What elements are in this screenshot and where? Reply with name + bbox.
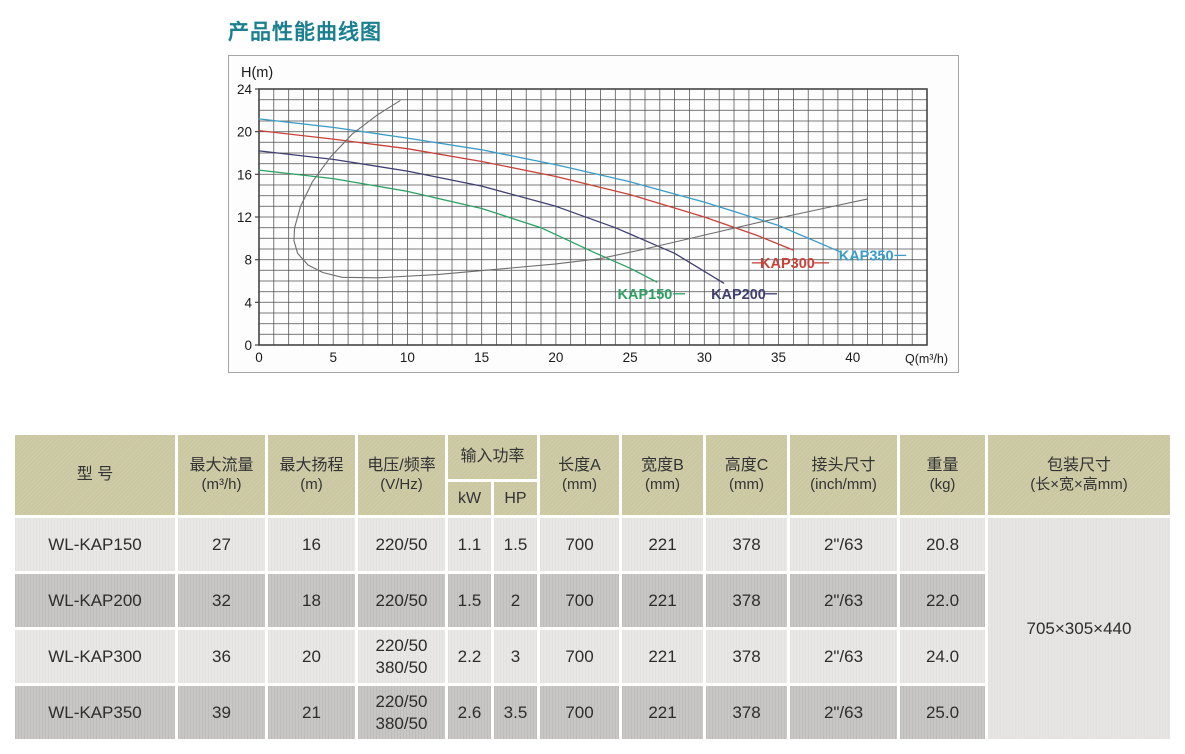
col-header-input-power: 输入功率 <box>448 435 537 479</box>
y-tick-label: 20 <box>237 125 252 140</box>
x-tick-label: 10 <box>400 350 415 365</box>
y-tick-label: 16 <box>237 167 252 182</box>
col-header-c5: 长度A (mm) <box>540 435 619 515</box>
cell-kw: 1.1 <box>448 518 491 571</box>
col-header-c9: 重量 (kg) <box>900 435 985 515</box>
cell-kw: 1.5 <box>448 574 491 627</box>
x-tick-label: 40 <box>845 350 860 365</box>
cell-max-head: 18 <box>268 574 355 627</box>
x-tick-label: 20 <box>548 350 563 365</box>
cell-weight: 24.0 <box>900 630 985 683</box>
col-header-c10: 包装尺寸 (长×宽×高mm) <box>988 435 1170 515</box>
x-tick-label: 30 <box>697 350 712 365</box>
cell-hp: 1.5 <box>494 518 537 571</box>
col-header-c6: 宽度B (mm) <box>622 435 703 515</box>
cell-width-b: 221 <box>622 574 703 627</box>
col-subheader-kw: kW <box>448 482 491 515</box>
cell-width-b: 221 <box>622 630 703 683</box>
cell-kw: 2.2 <box>448 630 491 683</box>
cell-max-flow: 32 <box>178 574 265 627</box>
cell-connector: 2"/63 <box>790 686 897 739</box>
x-axis-label: Q(m³/h) <box>905 352 948 366</box>
col-header-c8: 接头尺寸 (inch/mm) <box>790 435 897 515</box>
cell-model: WL-KAP200 <box>15 574 175 627</box>
curve-label-kap200: KAP200 <box>711 287 766 303</box>
col-header-c2: 最大扬程 (m) <box>268 435 355 515</box>
cell-model: WL-KAP150 <box>15 518 175 571</box>
cell-weight: 20.8 <box>900 518 985 571</box>
curve-kap300 <box>258 129 795 251</box>
cell-max-head: 16 <box>268 518 355 571</box>
cell-width-b: 221 <box>622 518 703 571</box>
y-tick-label: 4 <box>244 295 252 310</box>
cell-voltage: 220/50 380/50 <box>358 686 445 739</box>
x-tick-label: 15 <box>474 350 489 365</box>
cell-weight: 22.0 <box>900 574 985 627</box>
curve-power-curve <box>293 100 869 279</box>
cell-weight: 25.0 <box>900 686 985 739</box>
x-tick-label: 5 <box>329 350 337 365</box>
curve-kap200 <box>258 150 725 284</box>
y-tick-label: 0 <box>244 338 252 353</box>
col-header-model: 型 号 <box>15 435 175 515</box>
cell-voltage: 220/50 380/50 <box>358 630 445 683</box>
cell-height-c: 378 <box>706 574 787 627</box>
cell-model: WL-KAP350 <box>15 686 175 739</box>
cell-voltage: 220/50 <box>358 574 445 627</box>
grid-lines <box>258 88 928 346</box>
cell-package-size: 705×305×440 <box>988 518 1170 739</box>
curve-label-kap150: KAP150 <box>618 287 673 303</box>
cell-length-a: 700 <box>540 686 619 739</box>
cell-connector: 2"/63 <box>790 630 897 683</box>
cell-hp: 2 <box>494 574 537 627</box>
cell-kw: 2.6 <box>448 686 491 739</box>
cell-length-a: 700 <box>540 574 619 627</box>
cell-hp: 3.5 <box>494 686 537 739</box>
y-tick-label: 24 <box>237 82 253 97</box>
curve-label-kap350: KAP350 <box>839 248 894 264</box>
x-tick-label: 35 <box>771 350 786 365</box>
cell-hp: 3 <box>494 630 537 683</box>
x-tick-label: 25 <box>623 350 638 365</box>
curve-label-kap300: KAP300 <box>760 256 815 272</box>
y-axis-label: H(m) <box>241 65 273 81</box>
performance-curve-chart: H(m) 0 4 8 12 16 20 24 0 5 10 15 20 25 30 35 40 Q(m³/h) KA… <box>237 65 948 366</box>
performance-chart-panel: H(m) 0 4 8 12 16 20 24 0 5 10 15 20 25 30 35 40 Q(m³/h) KA… <box>228 55 959 373</box>
col-header-c3: 电压/频率 (V/Hz) <box>358 435 445 515</box>
cell-height-c: 378 <box>706 686 787 739</box>
cell-height-c: 378 <box>706 630 787 683</box>
cell-connector: 2"/63 <box>790 574 897 627</box>
curve-kap150 <box>258 169 658 283</box>
cell-max-flow: 36 <box>178 630 265 683</box>
cell-width-b: 221 <box>622 686 703 739</box>
page-title: 产品性能曲线图 <box>228 21 382 44</box>
col-subheader-hp: HP <box>494 482 537 515</box>
cell-voltage: 220/50 <box>358 518 445 571</box>
x-tick-label: 0 <box>255 350 263 365</box>
cell-max-flow: 27 <box>178 518 265 571</box>
y-tick-label: 12 <box>237 210 252 225</box>
cell-max-flow: 39 <box>178 686 265 739</box>
y-tick-label: 8 <box>244 253 252 268</box>
cell-max-head: 21 <box>268 686 355 739</box>
curve-kap350 <box>258 118 842 253</box>
cell-height-c: 378 <box>706 518 787 571</box>
cell-length-a: 700 <box>540 518 619 571</box>
cell-connector: 2"/63 <box>790 518 897 571</box>
cell-max-head: 20 <box>268 630 355 683</box>
cell-model: WL-KAP300 <box>15 630 175 683</box>
col-header-c1: 最大流量 (m³/h) <box>178 435 265 515</box>
col-header-c7: 高度C (mm) <box>706 435 787 515</box>
cell-length-a: 700 <box>540 630 619 683</box>
specification-table: 型 号最大流量 (m³/h) 最大扬程 (m) 电压/频率 (V/Hz) 输入功率 kW HP 长… <box>15 435 1170 739</box>
